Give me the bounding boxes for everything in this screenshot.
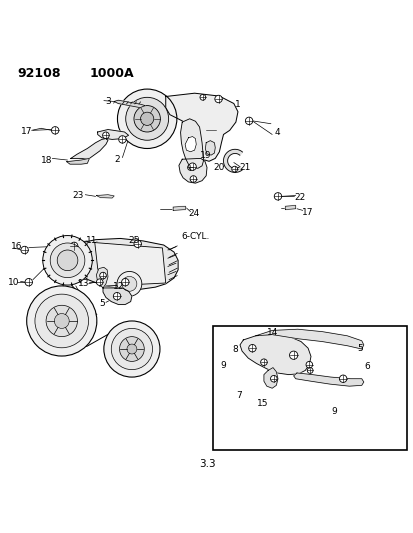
Polygon shape [180,119,203,168]
Polygon shape [114,100,145,108]
Circle shape [102,132,109,139]
Text: 8: 8 [232,344,237,353]
Text: 5: 5 [99,299,104,308]
Circle shape [35,294,88,348]
Text: 11: 11 [85,236,97,245]
Circle shape [26,286,97,356]
Text: 12: 12 [112,282,123,291]
Circle shape [70,242,78,249]
Circle shape [306,368,312,373]
Circle shape [117,89,176,149]
Text: 19: 19 [200,151,211,160]
Polygon shape [96,268,108,288]
Text: 21: 21 [239,163,250,172]
Circle shape [270,375,276,382]
Circle shape [51,127,59,134]
Circle shape [273,192,281,200]
Text: 3.3: 3.3 [198,459,215,469]
Text: 18: 18 [41,156,52,165]
Circle shape [127,344,137,354]
Circle shape [126,98,168,140]
Polygon shape [185,136,196,152]
Circle shape [96,279,103,286]
Text: 13: 13 [77,279,89,287]
Circle shape [117,271,142,296]
Bar [213,326,406,450]
Text: 20: 20 [213,163,225,172]
Text: 1000A: 1000A [89,67,134,80]
Polygon shape [76,238,178,289]
Text: 2: 2 [114,155,120,164]
Circle shape [187,165,193,171]
Polygon shape [96,195,114,198]
Circle shape [231,166,237,172]
Polygon shape [165,93,237,161]
Circle shape [119,337,144,361]
Text: 5: 5 [356,344,362,353]
Text: 9: 9 [220,361,226,370]
Text: 24: 24 [188,209,199,218]
Text: 17: 17 [21,127,32,136]
Circle shape [289,351,297,359]
Circle shape [50,243,85,278]
Text: 14: 14 [266,328,277,337]
Circle shape [188,163,196,171]
Circle shape [134,240,141,247]
Circle shape [46,305,77,337]
Text: 9: 9 [330,407,336,416]
Polygon shape [103,288,132,304]
Polygon shape [71,139,108,158]
Polygon shape [173,206,185,211]
Circle shape [199,94,205,100]
Circle shape [122,277,137,291]
Circle shape [104,321,159,377]
Polygon shape [293,373,363,386]
Circle shape [190,176,196,182]
Circle shape [339,375,346,383]
Circle shape [134,106,160,132]
Circle shape [121,278,129,286]
Text: 7: 7 [236,391,242,400]
Text: 6-CYL.: 6-CYL. [181,232,209,241]
Circle shape [25,278,32,286]
Text: 10: 10 [8,278,19,287]
Circle shape [54,313,69,328]
Text: 15: 15 [256,399,268,408]
Circle shape [111,328,152,370]
Circle shape [119,136,126,143]
Circle shape [140,112,153,125]
Text: 23: 23 [72,191,84,200]
Polygon shape [240,335,310,375]
Circle shape [305,361,312,368]
Text: 22: 22 [294,193,305,201]
Circle shape [248,344,256,352]
Text: 3: 3 [105,97,111,106]
Text: 16: 16 [11,242,22,251]
Text: 25: 25 [128,237,139,245]
Text: 4: 4 [274,128,279,138]
Polygon shape [178,158,206,183]
Polygon shape [223,149,242,172]
Polygon shape [97,130,128,140]
Circle shape [245,117,252,125]
Text: 6: 6 [363,362,369,371]
Text: 1: 1 [235,100,240,109]
Circle shape [113,293,121,300]
Polygon shape [263,368,277,388]
Circle shape [260,359,267,366]
Polygon shape [255,329,363,349]
Polygon shape [66,158,89,164]
Circle shape [21,246,28,254]
Circle shape [214,95,222,103]
Circle shape [43,236,92,285]
Polygon shape [95,243,165,286]
Circle shape [57,250,78,271]
Polygon shape [205,141,215,155]
Text: 17: 17 [301,207,313,216]
Text: 92108: 92108 [17,67,61,80]
Polygon shape [285,205,295,209]
Circle shape [100,272,106,279]
